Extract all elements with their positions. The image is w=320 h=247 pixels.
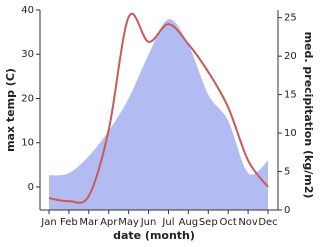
y-axis-label: max temp (C) — [4, 68, 17, 152]
y2-tick-label: 0 — [284, 205, 290, 216]
x-tick-label: Mar — [79, 217, 99, 228]
y2-tick-label: 20 — [284, 51, 297, 62]
x-tick-label: May — [118, 217, 139, 228]
x-tick-label: Jan — [40, 217, 56, 228]
x-tick-label: Nov — [238, 217, 258, 228]
y-tick-label: 0 — [28, 182, 34, 193]
y2-tick-label: 25 — [284, 13, 297, 24]
y-tick-label: 30 — [21, 49, 34, 60]
temperature-line — [48, 12, 269, 204]
precipitation-area — [49, 19, 268, 210]
x-tick-label: Jun — [140, 217, 157, 228]
x-tick-label: Aug — [179, 217, 199, 228]
y2-tick-label: 15 — [284, 90, 297, 101]
x-tick-label: Sep — [199, 217, 218, 228]
x-tick-label: Apr — [100, 217, 118, 228]
y-tick-label: 10 — [21, 138, 34, 149]
x-axis-label: date (month) — [113, 229, 195, 242]
x-tick-label: Feb — [60, 217, 78, 228]
y2-axis-label: med. precipitation (kg/m2) — [302, 32, 315, 199]
y-tick-label: 40 — [21, 5, 34, 16]
y2-tick-label: 5 — [284, 167, 290, 178]
x-tick-label: Oct — [220, 217, 237, 228]
x-tick-label: Dec — [258, 217, 277, 228]
y-tick-label: 20 — [21, 93, 34, 104]
x-tick-label: Jul — [161, 217, 174, 228]
y2-tick-label: 10 — [284, 128, 297, 139]
